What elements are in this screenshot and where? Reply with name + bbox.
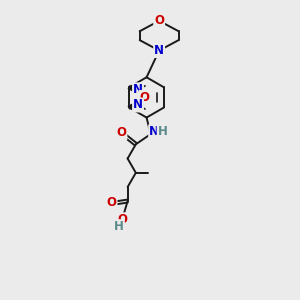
Text: N: N (133, 83, 143, 96)
Text: O: O (106, 196, 117, 209)
Text: N: N (133, 98, 143, 112)
Text: O: O (116, 126, 126, 140)
Text: O: O (140, 91, 149, 104)
Text: N: N (154, 44, 164, 57)
Text: N: N (149, 125, 159, 138)
Text: H: H (158, 125, 167, 138)
Text: O: O (117, 213, 127, 226)
Text: H: H (114, 220, 124, 233)
Text: O: O (154, 14, 164, 27)
